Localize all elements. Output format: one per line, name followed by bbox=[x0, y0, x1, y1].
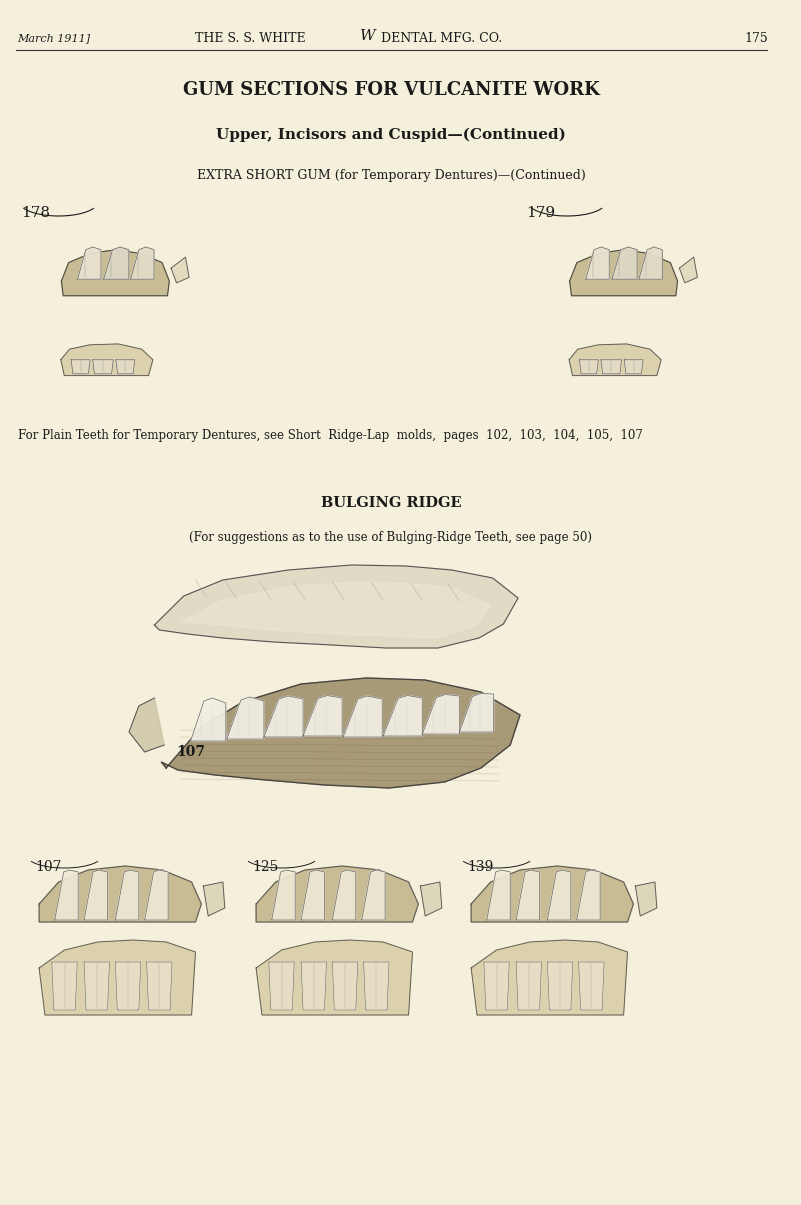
Polygon shape bbox=[577, 870, 600, 919]
Polygon shape bbox=[570, 249, 678, 295]
Polygon shape bbox=[181, 582, 491, 637]
Polygon shape bbox=[679, 257, 698, 283]
Text: GUM SECTIONS FOR VULCANITE WORK: GUM SECTIONS FOR VULCANITE WORK bbox=[183, 81, 599, 99]
Polygon shape bbox=[71, 360, 90, 374]
Text: For Plain Teeth for Temporary Dentures, see Short  Ridge-Lap  molds,  pages  102: For Plain Teeth for Temporary Dentures, … bbox=[18, 429, 642, 441]
Text: DENTAL MFG. CO.: DENTAL MFG. CO. bbox=[381, 31, 502, 45]
Polygon shape bbox=[78, 247, 101, 280]
Text: 175: 175 bbox=[745, 31, 769, 45]
Polygon shape bbox=[161, 678, 520, 788]
Polygon shape bbox=[578, 962, 604, 1010]
Polygon shape bbox=[84, 870, 107, 919]
Polygon shape bbox=[171, 257, 189, 283]
Polygon shape bbox=[487, 870, 510, 919]
Text: 125: 125 bbox=[252, 860, 279, 874]
Polygon shape bbox=[422, 694, 460, 734]
Polygon shape bbox=[579, 360, 598, 374]
Polygon shape bbox=[264, 696, 303, 737]
Polygon shape bbox=[147, 962, 172, 1010]
Polygon shape bbox=[471, 866, 634, 922]
Polygon shape bbox=[460, 694, 493, 731]
Polygon shape bbox=[256, 866, 418, 922]
Polygon shape bbox=[516, 962, 541, 1010]
Polygon shape bbox=[39, 866, 201, 922]
Polygon shape bbox=[203, 882, 225, 916]
Polygon shape bbox=[256, 940, 413, 1015]
Text: EXTRA SHORT GUM (for Temporary Dentures)—(Continued): EXTRA SHORT GUM (for Temporary Dentures)… bbox=[196, 169, 586, 182]
Polygon shape bbox=[612, 247, 637, 280]
Polygon shape bbox=[343, 696, 382, 737]
Polygon shape bbox=[84, 962, 110, 1010]
Polygon shape bbox=[364, 962, 389, 1010]
Polygon shape bbox=[155, 565, 518, 648]
Polygon shape bbox=[635, 882, 657, 916]
Polygon shape bbox=[54, 870, 78, 919]
Polygon shape bbox=[61, 343, 153, 376]
Polygon shape bbox=[547, 962, 573, 1010]
Text: March 1911]: March 1911] bbox=[18, 33, 91, 43]
Polygon shape bbox=[39, 940, 195, 1015]
Polygon shape bbox=[332, 870, 356, 919]
Polygon shape bbox=[471, 940, 627, 1015]
Polygon shape bbox=[624, 360, 643, 374]
Polygon shape bbox=[93, 360, 113, 374]
Polygon shape bbox=[303, 695, 342, 736]
Polygon shape bbox=[103, 247, 129, 280]
Polygon shape bbox=[272, 870, 296, 919]
Polygon shape bbox=[227, 696, 264, 739]
Polygon shape bbox=[383, 695, 422, 736]
Polygon shape bbox=[269, 962, 294, 1010]
Text: THE S. S. WHITE: THE S. S. WHITE bbox=[195, 31, 306, 45]
Text: (For suggestions as to the use of Bulging-Ridge Teeth, see page 50): (For suggestions as to the use of Bulgin… bbox=[190, 531, 593, 545]
Polygon shape bbox=[52, 962, 77, 1010]
Polygon shape bbox=[362, 870, 385, 919]
Polygon shape bbox=[586, 247, 610, 280]
Polygon shape bbox=[116, 360, 135, 374]
Polygon shape bbox=[484, 962, 509, 1010]
Text: 107: 107 bbox=[35, 860, 62, 874]
Text: 107: 107 bbox=[176, 745, 205, 759]
Text: 178: 178 bbox=[22, 206, 50, 221]
Polygon shape bbox=[115, 962, 141, 1010]
Text: BULGING RIDGE: BULGING RIDGE bbox=[320, 496, 461, 510]
Polygon shape bbox=[131, 247, 154, 280]
Polygon shape bbox=[301, 870, 324, 919]
Polygon shape bbox=[601, 360, 622, 374]
Polygon shape bbox=[421, 882, 442, 916]
Text: 179: 179 bbox=[526, 206, 555, 221]
Polygon shape bbox=[516, 870, 540, 919]
Polygon shape bbox=[145, 870, 168, 919]
Polygon shape bbox=[191, 698, 226, 741]
Polygon shape bbox=[129, 698, 164, 752]
Polygon shape bbox=[570, 343, 661, 376]
Text: 139: 139 bbox=[467, 860, 493, 874]
Polygon shape bbox=[332, 962, 358, 1010]
Polygon shape bbox=[547, 870, 571, 919]
Polygon shape bbox=[115, 870, 139, 919]
Text: Upper, Incisors and Cuspid—(Continued): Upper, Incisors and Cuspid—(Continued) bbox=[216, 128, 566, 142]
Polygon shape bbox=[301, 962, 327, 1010]
Polygon shape bbox=[62, 249, 169, 295]
Polygon shape bbox=[639, 247, 662, 280]
Text: W: W bbox=[360, 29, 376, 43]
